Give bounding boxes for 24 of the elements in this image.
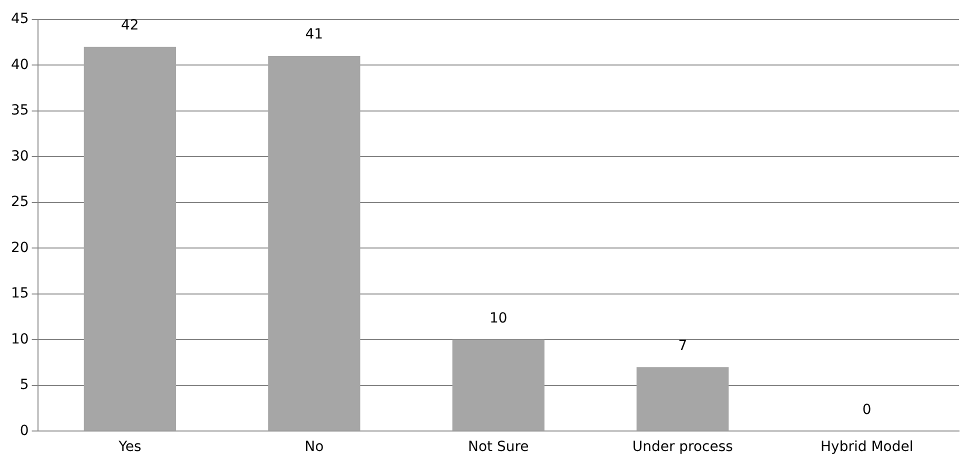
y-tick-label: 40 xyxy=(10,56,29,73)
y-tick-label: 25 xyxy=(10,194,29,210)
y-tick-label: 35 xyxy=(10,102,29,119)
y-tick-label: 45 xyxy=(10,11,29,28)
data-label: 41 xyxy=(305,26,324,43)
bar xyxy=(636,367,729,431)
x-tick-label: Yes xyxy=(118,439,142,456)
y-tick-label: 10 xyxy=(10,331,29,348)
data-label: 42 xyxy=(121,17,139,34)
y-tick-label: 20 xyxy=(10,240,29,256)
data-label: 0 xyxy=(862,402,872,418)
data-label: 10 xyxy=(489,310,508,326)
y-tick-label: 0 xyxy=(20,422,29,439)
x-tick-label: No xyxy=(304,439,324,456)
y-tick-label: 5 xyxy=(20,377,29,394)
data-label: 7 xyxy=(678,338,688,354)
bar xyxy=(84,46,176,431)
bar xyxy=(452,340,544,431)
bar xyxy=(268,56,360,431)
x-tick-label: Not Sure xyxy=(468,439,529,456)
x-tick-label: Hybrid Model xyxy=(820,439,914,456)
y-tick-label: 15 xyxy=(10,286,29,302)
x-tick-label: Under process xyxy=(632,439,733,456)
y-tick-label: 30 xyxy=(10,148,29,164)
